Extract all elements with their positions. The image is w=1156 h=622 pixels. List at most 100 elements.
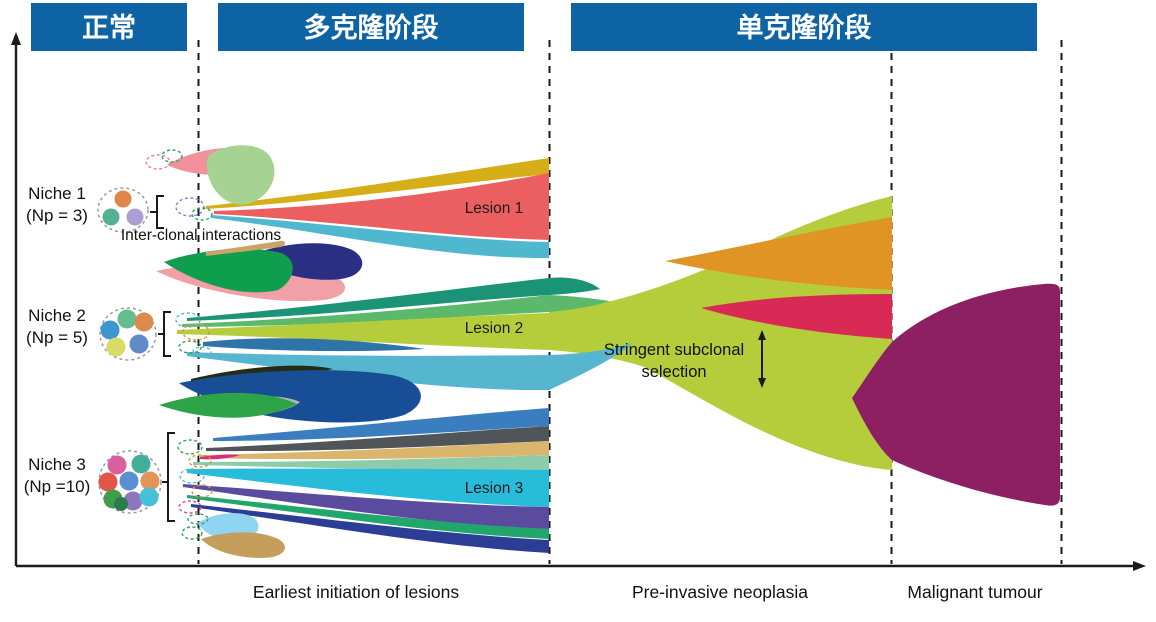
niche1-bracket — [150, 195, 164, 229]
niche1-dot — [102, 208, 120, 226]
stage-label-malignant: Malignant tumour — [907, 582, 1042, 602]
orange-subclone-wedge — [665, 217, 892, 290]
swirl-icon — [192, 346, 212, 358]
lesion1-cyan-stream — [211, 215, 549, 259]
niche3-dot — [140, 471, 160, 491]
niche2-np-label: (Np = 5) — [26, 328, 88, 347]
niche2-bracket — [158, 311, 171, 357]
header-label-polyclonal: 多克隆阶段 — [304, 12, 439, 43]
arrow-down-icon — [758, 378, 766, 388]
swirl-icon — [182, 323, 210, 341]
lesion3-green-stream — [187, 495, 549, 539]
monoclonal-expansion — [549, 196, 1060, 506]
swirl-icon — [178, 340, 202, 354]
niche1-name-label: Niche 1 — [28, 184, 86, 203]
y-axis-arrow-icon — [11, 32, 21, 45]
header-bar-monoclonal — [571, 3, 1037, 51]
interaction-swirls — [145, 149, 213, 540]
niche3-dot — [119, 471, 139, 491]
header-bar-polyclonal — [218, 3, 524, 51]
header-label-monoclonal: 单克隆阶段 — [737, 12, 872, 43]
lesion3-purple-stream — [183, 484, 549, 529]
arrow-up-icon — [758, 330, 766, 340]
phase-headers: 正常 多克隆阶段 单克隆阶段 — [31, 3, 1037, 51]
swirl-icon — [187, 513, 209, 525]
lesion2-steel-blue-sliver — [203, 338, 425, 352]
swirl-icon — [145, 154, 171, 170]
axes — [11, 32, 1146, 571]
lesion3-steel-blue-stream — [213, 408, 549, 441]
niche2-dot — [117, 309, 137, 329]
swirl-icon — [177, 439, 203, 455]
swirl-icon — [175, 197, 205, 217]
niche2-name-label: Niche 2 — [28, 306, 86, 325]
failed-clone-tan-blob-bottom — [201, 532, 285, 558]
stage-label-pre-invasive: Pre-invasive neoplasia — [632, 582, 808, 602]
lesion3-cyan-stream — [187, 468, 549, 507]
niche-1: Niche 1 (Np = 3) — [26, 184, 164, 233]
swirl-icon — [188, 454, 212, 468]
failed-clone-green-ribbon — [159, 392, 297, 418]
niche3-dot — [139, 487, 159, 507]
niche1-dot — [114, 190, 132, 208]
lesion1-gold-stream — [206, 158, 549, 209]
niche2-dot — [134, 312, 154, 332]
swirl-icon — [179, 468, 205, 484]
niche2-dot — [100, 320, 120, 340]
lesion1-label: Lesion 1 — [465, 200, 524, 217]
header-label-normal: 正常 — [82, 13, 136, 43]
niche3-np-label: (Np =10) — [24, 477, 91, 496]
lesion1-red-stream — [214, 173, 549, 240]
stage-label-earliest-initiation: Earliest initiation of lesions — [253, 582, 459, 602]
swirl-icon — [191, 207, 213, 221]
lesion1-streams — [167, 145, 549, 259]
niche1-dot — [126, 208, 144, 226]
niche2-dashed-circle — [99, 307, 157, 361]
niche2-dot — [106, 337, 126, 357]
niche3-dot — [123, 491, 143, 511]
swirl-icon — [161, 149, 183, 163]
lesion2-cyan-stream — [187, 343, 633, 391]
lesion3-sea-green-stream — [193, 455, 549, 471]
swirl-icon — [175, 312, 201, 328]
lesion2-label: Lesion 2 — [465, 320, 524, 337]
niche3-bracket — [162, 432, 175, 522]
lesion2-green-stream — [182, 295, 610, 327]
failed-clones-middle-cluster — [159, 365, 421, 423]
swirl-icon — [178, 500, 202, 514]
text-annotations: Inter-clonal interactions Lesion 1 Lesio… — [121, 200, 1043, 602]
stringent-selection-label-line1: Stringent subclonal — [604, 341, 744, 359]
niche3-dot — [131, 454, 151, 474]
lesion3-royal-blue-stream — [191, 504, 549, 553]
failed-clone-tan-sliver — [206, 240, 286, 256]
niche3-dot — [98, 472, 118, 492]
niche-3: Niche 3 (Np =10) — [24, 432, 175, 522]
niche3-name-label: Niche 3 — [28, 455, 86, 474]
lesion3-tan-stream — [199, 441, 549, 460]
swirl-icon — [191, 484, 213, 498]
x-axis-arrow-icon — [1133, 561, 1146, 571]
failed-clones-upper-cluster — [156, 240, 363, 302]
niche3-dot — [114, 497, 128, 511]
failed-clone-light-green-blob-top — [206, 145, 275, 205]
niche3-dot — [107, 455, 127, 475]
interclonal-interactions-label: Inter-clonal interactions — [121, 227, 281, 244]
failed-clone-green-blob — [164, 248, 293, 293]
stringent-selection-label-line2: selection — [641, 363, 706, 381]
lesion3-streams — [183, 408, 549, 558]
lesion3-dark-gray-stream — [206, 426, 549, 452]
lesion3-label: Lesion 3 — [465, 480, 524, 497]
swirl-icon — [181, 526, 203, 540]
niche1-np-label: (Np = 3) — [26, 206, 88, 225]
lesion2-streams — [177, 277, 633, 391]
header-bar-normal — [31, 3, 187, 51]
lesion2-yellow-green-stream — [177, 313, 549, 350]
niche-2: Niche 2 (Np = 5) — [26, 306, 171, 361]
crimson-subclone-wedge — [701, 294, 892, 339]
niche2-dot — [129, 334, 149, 354]
niche1-dashed-circle — [97, 187, 149, 233]
lesion2-teal-stream — [187, 277, 600, 321]
malignant-tumour-stream — [852, 283, 1060, 506]
